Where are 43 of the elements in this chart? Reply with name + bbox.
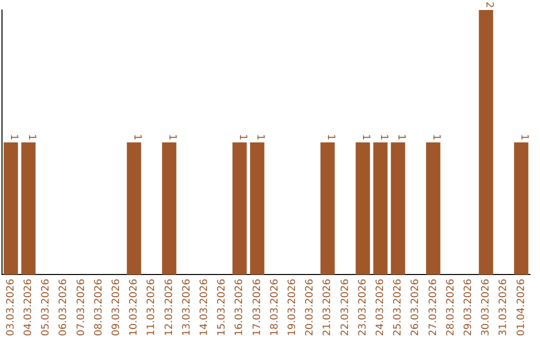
x-tick-label: 21.03.2026 <box>322 278 334 336</box>
data-label: 1 <box>360 134 372 140</box>
x-tick-label: 29.03.2026 <box>462 278 474 336</box>
x-tick-label: 07.03.2026 <box>76 278 87 336</box>
x-tick-label: 17.03.2026 <box>252 278 263 336</box>
data-label: 1 <box>254 134 266 140</box>
x-tick-label: 30.03.2026 <box>480 278 492 336</box>
data-label: 1 <box>237 134 248 140</box>
data-label: 1 <box>395 134 406 140</box>
x-tick-label: 08.03.2026 <box>93 278 104 336</box>
x-tick-label: 16.03.2026 <box>234 278 246 336</box>
x-tick-label: 05.03.2026 <box>40 278 52 336</box>
x-tick-label: 23.03.2026 <box>357 278 368 336</box>
x-tick-label: 19.03.2026 <box>286 278 298 336</box>
data-label: 1 <box>131 134 142 140</box>
x-tick-label: 09.03.2026 <box>110 278 122 336</box>
x-tick-label: 28.03.2026 <box>445 278 456 336</box>
x-tick-label: 14.03.2026 <box>198 278 210 336</box>
x-tick-label: 26.03.2026 <box>410 278 422 336</box>
x-tick-label: 01.04.2026 <box>516 278 527 336</box>
x-tick-label: 11.03.2026 <box>146 278 158 336</box>
x-tick-label: 04.03.2026 <box>22 278 34 336</box>
data-label: 1 <box>8 134 20 140</box>
x-tick-label: 03.03.2026 <box>5 278 16 336</box>
x-tick-label: 24.03.2026 <box>374 278 386 336</box>
data-label: 1 <box>430 134 442 140</box>
data-label: 1 <box>518 134 530 140</box>
x-tick-label: 06.03.2026 <box>58 278 70 336</box>
data-label: 2 <box>483 2 494 8</box>
data-label: 1 <box>325 134 336 140</box>
data-label: 1 <box>26 134 37 140</box>
x-tick-label: 10.03.2026 <box>128 278 140 336</box>
data-label: 1 <box>166 134 178 140</box>
x-tick-label: 13.03.2026 <box>181 278 192 336</box>
x-tick-label: 27.03.2026 <box>428 278 439 336</box>
x-tick-label: 31.03.2026 <box>498 278 510 336</box>
data-label: 1 <box>378 134 389 140</box>
x-tick-label: 25.03.2026 <box>392 278 404 336</box>
x-tick-label: 12.03.2026 <box>164 278 175 336</box>
x-tick-label: 15.03.2026 <box>216 278 228 336</box>
x-tick-label: 20.03.2026 <box>304 278 316 336</box>
x-tick-label: 22.03.2026 <box>340 278 351 336</box>
x-tick-label: 18.03.2026 <box>269 278 280 336</box>
